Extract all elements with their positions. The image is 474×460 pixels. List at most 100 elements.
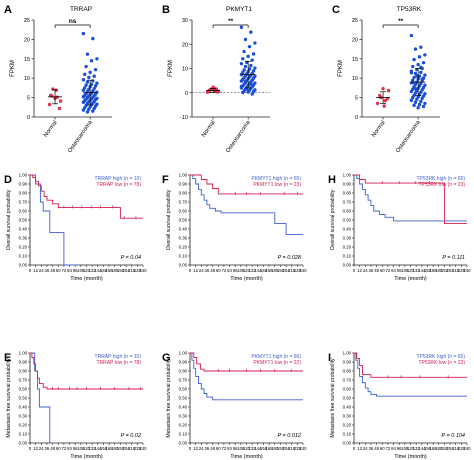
legend-entry: PKMYT1 low (n = 23) xyxy=(253,182,301,188)
x-tick-label: 0 xyxy=(353,446,356,451)
data-point-osteosarcoma xyxy=(241,57,245,61)
legend-entry: TRRAP high (n = 10) xyxy=(95,354,142,360)
x-tick-label: 108 xyxy=(77,268,85,273)
x-tick-label: 240 xyxy=(139,446,147,451)
x-tick-label: 12 xyxy=(33,446,38,451)
y-tick-label: 0.90 xyxy=(19,360,28,365)
y-axis-label: Metastasis free survival probability xyxy=(330,358,336,438)
x-tick-label: 84 xyxy=(391,446,396,451)
y-tick-label: 0.20 xyxy=(179,245,188,250)
x-axis-label: Time (month) xyxy=(394,276,427,282)
x-tick-label: 204 xyxy=(122,446,130,451)
p-value-label: P = 0.111 xyxy=(442,255,465,261)
x-tick-label: 240 xyxy=(299,268,307,273)
data-point-normal xyxy=(215,90,220,94)
data-point-osteosarcoma xyxy=(242,49,246,54)
y-tick-label: 0.70 xyxy=(343,200,352,205)
x-axis-label: Time (month) xyxy=(230,454,263,460)
y-tick-label: 5 xyxy=(355,96,358,102)
y-tick-label: 0.50 xyxy=(179,218,188,223)
x-tick-label: 96 xyxy=(233,446,238,451)
x-tick-label: 204 xyxy=(282,446,290,451)
x-tick-label: 216 xyxy=(288,268,296,273)
data-point-osteosarcoma xyxy=(412,103,416,108)
x-tick-label: 144 xyxy=(94,268,102,273)
panel-letter-F: F xyxy=(162,174,169,186)
data-point-osteosarcoma xyxy=(87,107,91,111)
y-tick-label: 0.00 xyxy=(19,441,28,446)
y-tick-label: 0.20 xyxy=(19,245,28,250)
x-tick-label: 132 xyxy=(249,446,257,451)
panel-letter-H: H xyxy=(328,174,336,186)
figure-panels: TRRAP 0 5 10 15 20 25 FPKM Normal Osteosarcoma ns A… xyxy=(4,4,471,460)
data-point-osteosarcoma xyxy=(250,58,254,62)
y-tick-label: 0.10 xyxy=(19,254,28,259)
data-point-osteosarcoma xyxy=(245,60,249,65)
y-tick-label: 1.00 xyxy=(179,351,188,356)
x-axis-label: Time (month) xyxy=(230,276,263,282)
x-tick-label: 12 xyxy=(193,446,198,451)
legend-entry: PKMYT1 high (n = 66) xyxy=(251,354,301,360)
x-tick-label: 36 xyxy=(45,268,50,273)
y-tick-label: 0.10 xyxy=(19,432,28,437)
x-tick-label: 36 xyxy=(369,268,374,273)
x-tick-label: 0 xyxy=(29,446,32,451)
data-point-osteosarcoma xyxy=(419,99,423,104)
data-point-osteosarcoma xyxy=(95,81,99,85)
x-tick-label: 204 xyxy=(446,268,454,273)
y-axis-label: FPKM xyxy=(338,60,344,77)
x-tick-label: 216 xyxy=(288,446,296,451)
data-point-osteosarcoma xyxy=(409,33,414,38)
x-tick-label: 216 xyxy=(128,268,136,273)
x-tick-label: 216 xyxy=(452,268,460,273)
significance-label: ns xyxy=(69,18,77,25)
y-tick-label: 0.60 xyxy=(343,209,352,214)
data-point-normal xyxy=(57,106,62,111)
x-tick-label: 96 xyxy=(233,268,238,273)
km-panel-I: 0.00 0.10 0.20 0.30 0.40 0.50 0.60 0.70 0.80 0.90… xyxy=(330,351,471,460)
data-point-osteosarcoma xyxy=(239,61,244,66)
x-tick-label: 24 xyxy=(39,446,44,451)
chart-title: TP53RK xyxy=(397,6,422,13)
data-point-osteosarcoma xyxy=(239,84,244,89)
y-tick-label: 20 xyxy=(24,37,30,43)
y-axis-label: FPKM xyxy=(168,60,174,77)
data-point-osteosarcoma xyxy=(413,47,418,51)
data-point-osteosarcoma xyxy=(243,79,248,84)
x-axis-label: Time (month) xyxy=(70,276,103,282)
x-tick-label: 216 xyxy=(128,446,136,451)
y-tick-label: 0.50 xyxy=(19,396,28,401)
x-tick-label: 0 xyxy=(189,446,192,451)
p-value-label: P = 0.104 xyxy=(442,433,466,439)
x-tick-label: 144 xyxy=(94,446,102,451)
data-point-osteosarcoma xyxy=(85,80,90,84)
x-tick-label: 132 xyxy=(89,268,97,273)
data-point-osteosarcoma xyxy=(419,70,423,75)
data-point-osteosarcoma xyxy=(84,83,88,87)
y-tick-label: 0.70 xyxy=(19,378,28,383)
legend-entry: PKMYT1 low (n = 22) xyxy=(253,360,301,366)
panel-letter-E: E xyxy=(4,352,11,364)
survival-curve-low xyxy=(190,174,303,195)
y-tick-label: 25 xyxy=(24,18,30,24)
x-tick-label: 72 xyxy=(386,268,391,273)
x-tick-label: 240 xyxy=(463,446,471,451)
x-tick-label: 12 xyxy=(193,268,198,273)
x-tick-label: 192 xyxy=(277,446,285,451)
y-tick-label: 0.30 xyxy=(343,236,352,241)
data-point-osteosarcoma xyxy=(413,86,418,91)
y-tick-label: 0.00 xyxy=(343,263,352,268)
x-tick-label: 156 xyxy=(424,268,432,273)
x-tick-label: 60 xyxy=(216,268,221,273)
x-tick-label: 84 xyxy=(391,268,396,273)
x-tick-label: 240 xyxy=(299,446,307,451)
data-point-osteosarcoma xyxy=(420,77,424,82)
scatter-panel-C: TP53RK 0 5 10 15 20 25 FPKM Normal Osteosarcoma ** xyxy=(338,6,440,154)
significance-label: ** xyxy=(228,18,234,25)
data-point-osteosarcoma xyxy=(251,52,256,56)
legend-entry: TP53RK low (n = 23) xyxy=(418,182,465,188)
y-tick-label: 0.60 xyxy=(19,387,28,392)
x-tick-label: 144 xyxy=(254,268,262,273)
data-point-osteosarcoma xyxy=(84,64,88,69)
